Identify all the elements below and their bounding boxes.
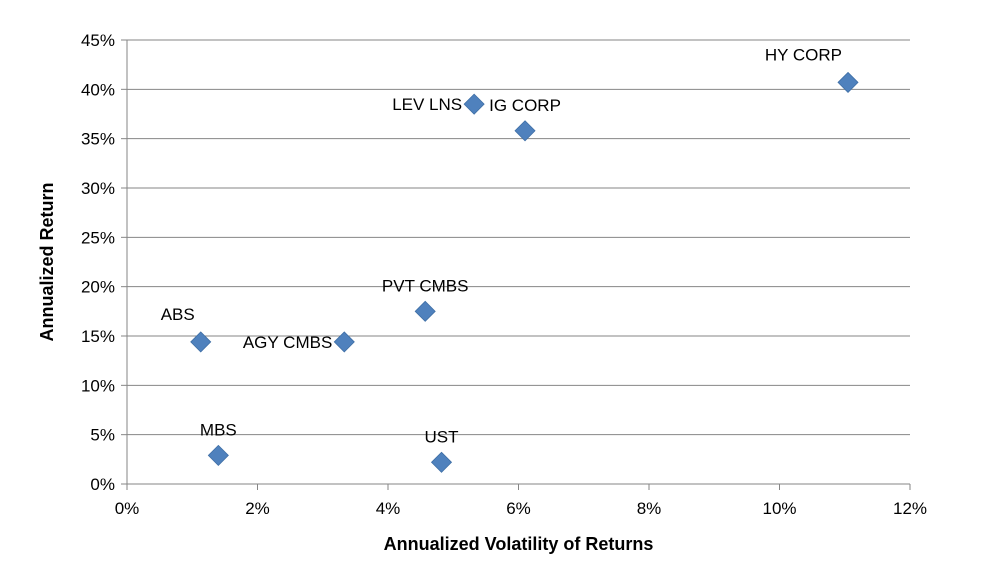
data-point-label: IG CORP bbox=[489, 96, 561, 115]
x-tick-label: 2% bbox=[245, 499, 270, 518]
data-point-label: AGY CMBS bbox=[243, 333, 332, 352]
data-point-label: ABS bbox=[161, 305, 195, 324]
y-tick-label: 30% bbox=[81, 179, 115, 198]
data-point-marker bbox=[190, 331, 212, 353]
y-tick-label: 20% bbox=[81, 278, 115, 297]
data-point-label: PVT CMBS bbox=[382, 276, 469, 295]
y-tick-label: 25% bbox=[81, 228, 115, 247]
x-axis-ticks: 0% 2% 4% 6% 8% 10% 12% bbox=[115, 484, 927, 518]
y-tick-label: 15% bbox=[81, 327, 115, 346]
data-point-marker bbox=[207, 444, 229, 466]
data-point-marker bbox=[837, 71, 859, 93]
y-tick-label: 35% bbox=[81, 130, 115, 149]
x-tick-label: 0% bbox=[115, 499, 140, 518]
data-point-label: HY CORP bbox=[765, 45, 842, 64]
data-point-marker bbox=[463, 93, 485, 115]
data-point-marker bbox=[430, 451, 453, 473]
data-point-marker bbox=[514, 120, 536, 142]
data-point-label: UST bbox=[425, 427, 459, 446]
data-point-label: MBS bbox=[200, 420, 237, 439]
x-tick-label: 12% bbox=[893, 499, 927, 518]
data-points bbox=[190, 71, 859, 473]
y-tick-label: 45% bbox=[81, 31, 115, 50]
y-tick-label: 10% bbox=[81, 376, 115, 395]
data-point-labels: HY CORP LEV LNS IG CORP PVT CMBS AGY CMBS ABS… bbox=[161, 45, 842, 446]
x-axis-title: Annualized Volatility of Returns bbox=[384, 534, 654, 554]
x-tick-label: 6% bbox=[506, 499, 531, 518]
y-axis-title: Annualized Return bbox=[37, 182, 57, 341]
data-point-label: LEV LNS bbox=[392, 95, 462, 114]
x-tick-label: 4% bbox=[376, 499, 401, 518]
y-tick-label: 0% bbox=[90, 475, 115, 494]
x-tick-label: 10% bbox=[762, 499, 796, 518]
data-point-marker bbox=[414, 300, 436, 322]
y-tick-label: 40% bbox=[81, 80, 115, 99]
x-tick-label: 8% bbox=[637, 499, 662, 518]
y-axis-ticks: 0% 5% 10% 15% 20% 25% 30% 35% 40% 45% bbox=[81, 31, 127, 494]
data-point-marker bbox=[333, 331, 355, 353]
gridlines bbox=[127, 39, 910, 436]
y-tick-label: 5% bbox=[90, 426, 115, 445]
